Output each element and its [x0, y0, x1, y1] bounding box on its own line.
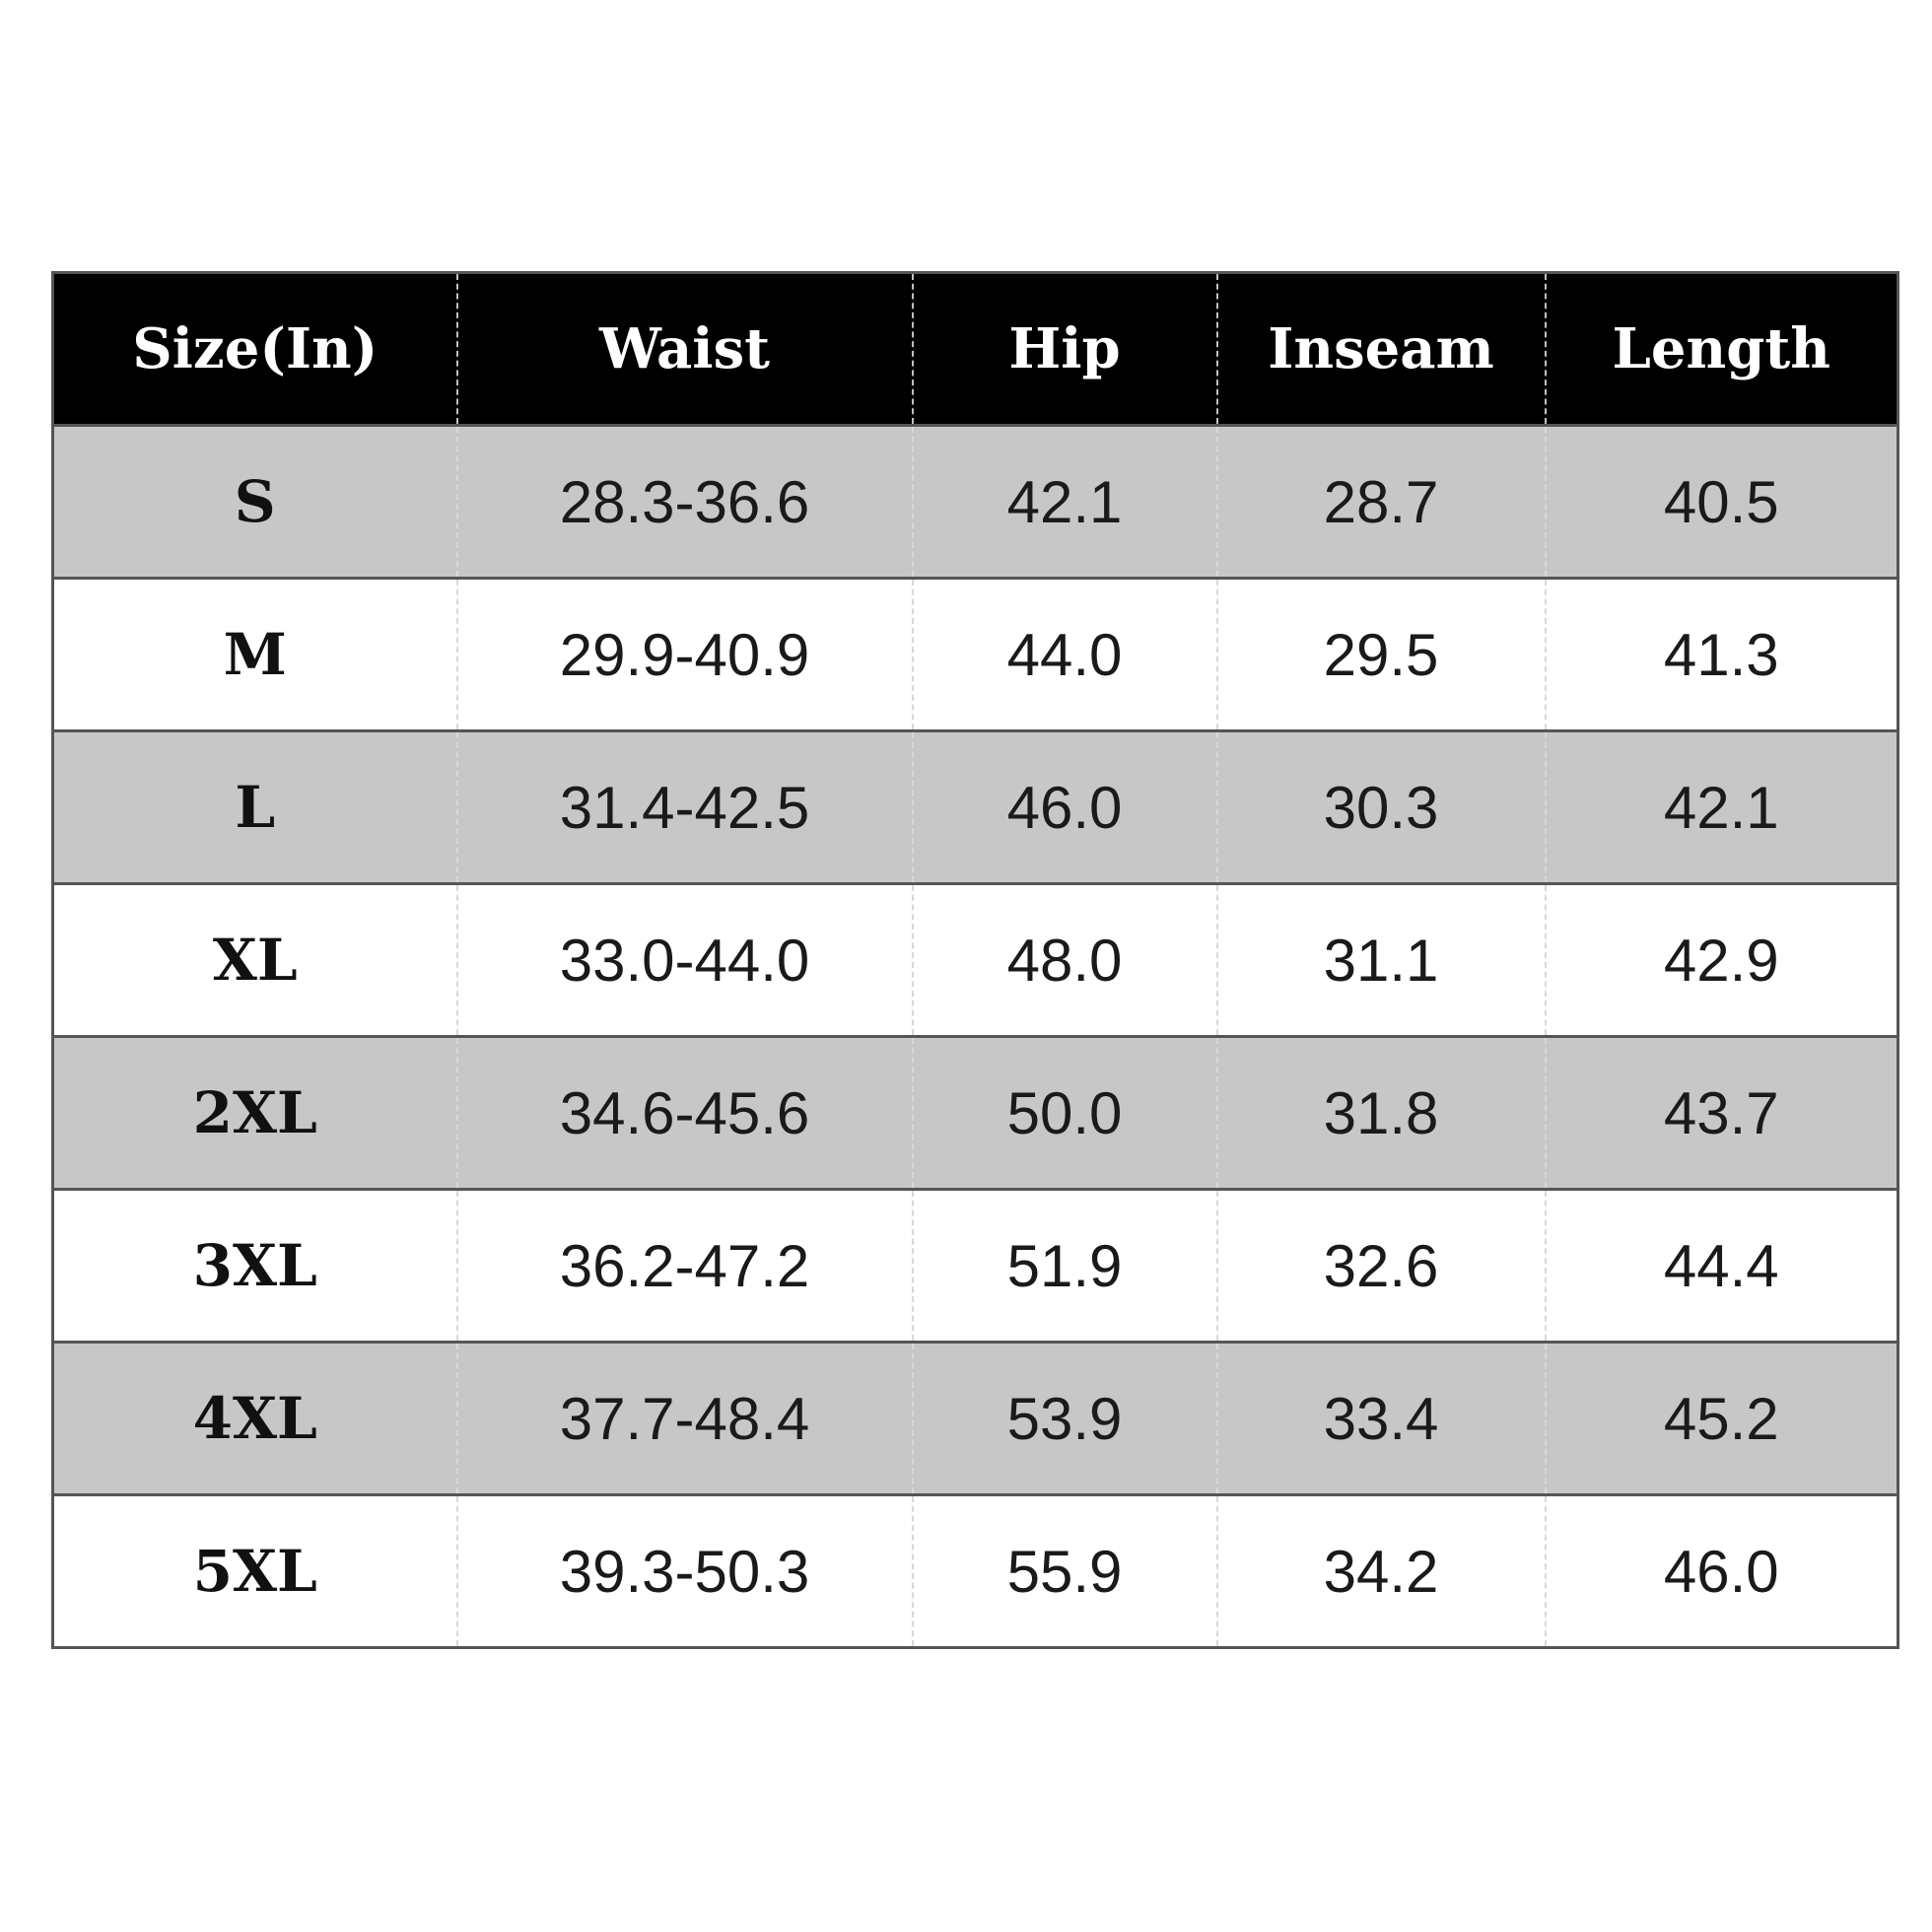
length-cell: 43.7	[1544, 1036, 1898, 1191]
size-cell: M	[52, 578, 457, 732]
hip-cell: 44.0	[911, 578, 1217, 732]
length-cell: 46.0	[1544, 1494, 1898, 1648]
inseam-cell: 34.2	[1215, 1494, 1546, 1648]
header-waist: Waist	[455, 272, 913, 427]
size-cell: 3XL	[52, 1189, 457, 1344]
length-cell: 44.4	[1544, 1189, 1898, 1344]
hip-cell: 50.0	[911, 1036, 1217, 1191]
inseam-cell: 32.6	[1215, 1189, 1546, 1344]
table-row: 4XL 37.7-48.4 53.9 33.4 45.2	[52, 1342, 1898, 1496]
size-cell: 5XL	[52, 1494, 457, 1648]
hip-cell: 55.9	[911, 1494, 1217, 1648]
size-chart-table: Size(In) Waist Hip Inseam Length S 28.3-…	[51, 271, 1899, 1649]
hip-cell: 53.9	[911, 1342, 1217, 1496]
hip-cell: 46.0	[911, 730, 1217, 885]
header-size: Size(In)	[52, 272, 457, 427]
size-cell: 2XL	[52, 1036, 457, 1191]
waist-cell: 36.2-47.2	[455, 1189, 913, 1344]
waist-cell: 34.6-45.6	[455, 1036, 913, 1191]
inseam-cell: 29.5	[1215, 578, 1546, 732]
header-length: Length	[1544, 272, 1898, 427]
waist-cell: 29.9-40.9	[455, 578, 913, 732]
table-row: XL 33.0-44.0 48.0 31.1 42.9	[52, 883, 1898, 1038]
waist-cell: 39.3-50.3	[455, 1494, 913, 1648]
inseam-cell: 31.8	[1215, 1036, 1546, 1191]
length-cell: 41.3	[1544, 578, 1898, 732]
table-row: 3XL 36.2-47.2 51.9 32.6 44.4	[52, 1189, 1898, 1344]
header-inseam: Inseam	[1215, 272, 1546, 427]
length-cell: 42.1	[1544, 730, 1898, 885]
inseam-cell: 31.1	[1215, 883, 1546, 1038]
inseam-cell: 33.4	[1215, 1342, 1546, 1496]
table-row: 5XL 39.3-50.3 55.9 34.2 46.0	[52, 1494, 1898, 1648]
header-row: Size(In) Waist Hip Inseam Length	[52, 272, 1898, 427]
header-hip: Hip	[911, 272, 1217, 427]
table-row: S 28.3-36.6 42.1 28.7 40.5	[52, 425, 1898, 580]
table-row: 2XL 34.6-45.6 50.0 31.8 43.7	[52, 1036, 1898, 1191]
length-cell: 42.9	[1544, 883, 1898, 1038]
hip-cell: 51.9	[911, 1189, 1217, 1344]
size-cell: 4XL	[52, 1342, 457, 1496]
table-row: M 29.9-40.9 44.0 29.5 41.3	[52, 578, 1898, 732]
waist-cell: 37.7-48.4	[455, 1342, 913, 1496]
hip-cell: 42.1	[911, 425, 1217, 580]
size-cell: XL	[52, 883, 457, 1038]
table-row: L 31.4-42.5 46.0 30.3 42.1	[52, 730, 1898, 885]
hip-cell: 48.0	[911, 883, 1217, 1038]
size-cell: S	[52, 425, 457, 580]
waist-cell: 28.3-36.6	[455, 425, 913, 580]
inseam-cell: 28.7	[1215, 425, 1546, 580]
length-cell: 40.5	[1544, 425, 1898, 580]
inseam-cell: 30.3	[1215, 730, 1546, 885]
size-cell: L	[52, 730, 457, 885]
waist-cell: 31.4-42.5	[455, 730, 913, 885]
waist-cell: 33.0-44.0	[455, 883, 913, 1038]
length-cell: 45.2	[1544, 1342, 1898, 1496]
